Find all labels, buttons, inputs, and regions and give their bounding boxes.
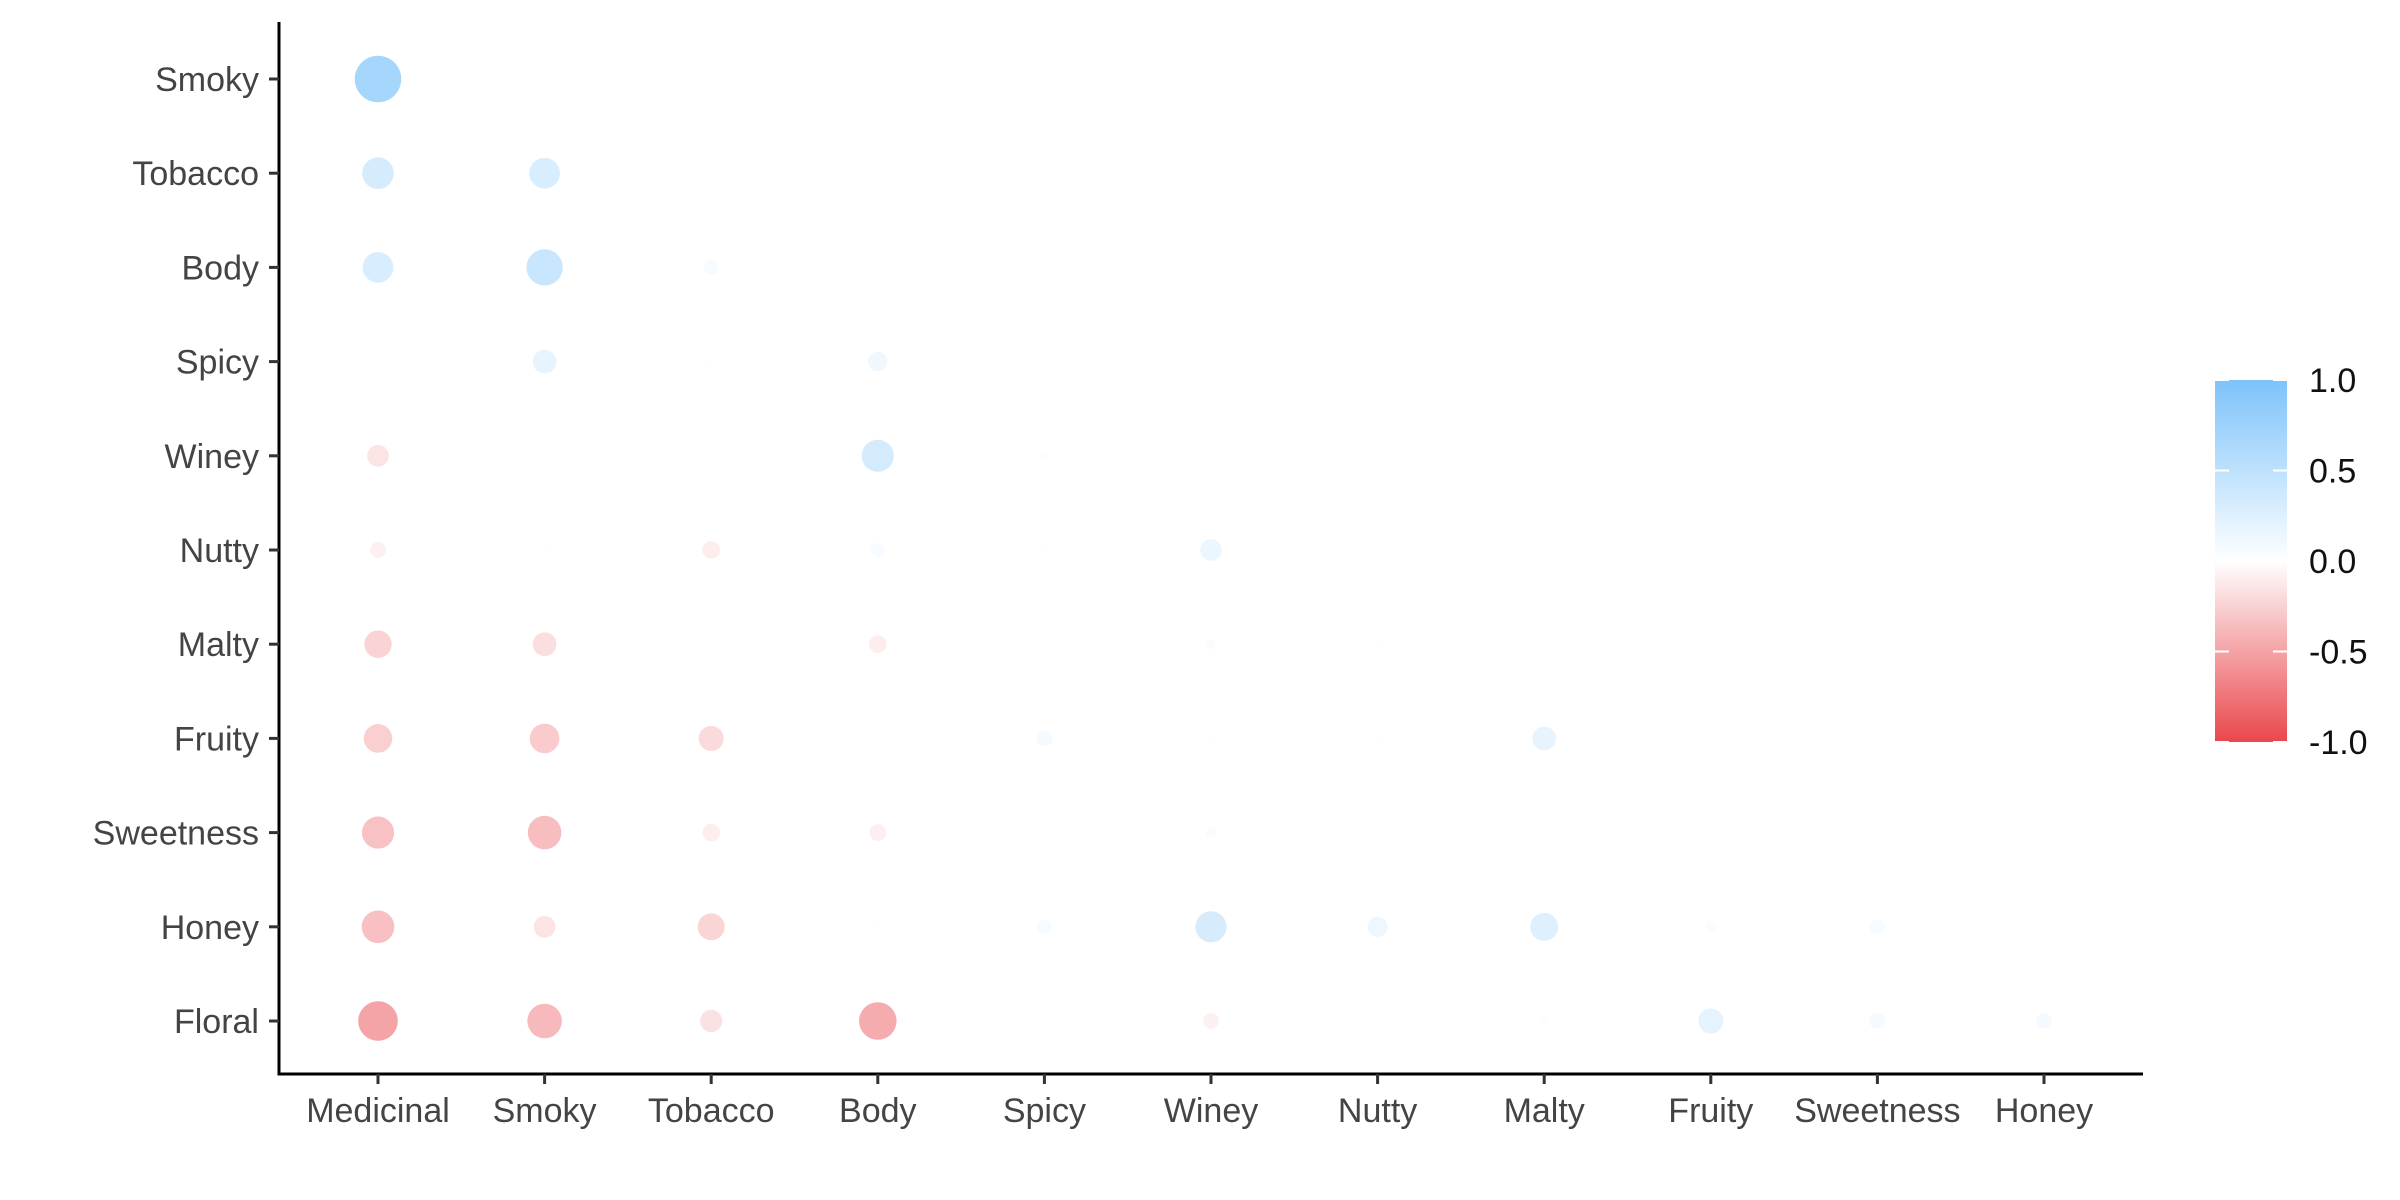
y-tick-label-spicy: Spicy [176, 344, 259, 382]
bubble-medicinal-nutty [370, 542, 386, 558]
y-tick-label-sweetness: Sweetness [93, 815, 259, 853]
bubble-smoky-nutty [541, 547, 548, 553]
bubble-smoky-honey [533, 915, 556, 938]
bubble-smoky-malty [532, 632, 557, 657]
y-tick-label-nutty: Nutty [180, 532, 259, 570]
y-tick-label-malty: Malty [178, 626, 259, 664]
bubble-nutty-fruity [1374, 735, 1381, 742]
bubble-sweetness-floral [1869, 1013, 1886, 1029]
legend-label: 0.5 [2309, 453, 2356, 491]
bubble-tobacco-honey [697, 913, 725, 941]
bubble-sweetness-honey [1869, 919, 1885, 935]
bubble-winey-honey [1195, 911, 1227, 943]
x-tick-label-body: Body [839, 1092, 917, 1130]
x-tick-label-smoky: Smoky [493, 1092, 597, 1130]
bubble-medicinal-tobacco [362, 157, 394, 190]
y-tick-label-tobacco: Tobacco [132, 155, 259, 193]
bubble-medicinal-malty [364, 630, 392, 658]
bubble-body-nutty [870, 543, 885, 557]
legend-label: 0.0 [2309, 543, 2356, 581]
bubble-malty-floral [1539, 1016, 1550, 1026]
y-tick-label-winey: Winey [165, 438, 259, 476]
color-legend: 1.0 0.5 0.0 -0.5 -1.0 [2215, 362, 2368, 762]
bubble-smoky-tobacco [529, 157, 560, 189]
legend-label: -1.0 [2309, 724, 2368, 762]
x-tick-label-spicy: Spicy [1003, 1092, 1086, 1130]
bubble-tobacco-floral [700, 1009, 723, 1033]
bubble-spicy-honey [1036, 919, 1052, 935]
bubble-winey-nutty [1200, 539, 1222, 561]
bubble-spicy-winey [1039, 450, 1050, 461]
legend-label: -0.5 [2309, 634, 2368, 672]
bubble-body-spicy [868, 351, 888, 372]
bubble-body-sweetness [869, 824, 887, 841]
bubble-tobacco-nutty [702, 541, 721, 559]
y-tick-label-smoky: Smoky [155, 61, 259, 99]
x-tick-label-fruity: Fruity [1668, 1092, 1753, 1130]
axes: Smoky Tobacco Body Spicy Winey Nutty Malty Frui… [93, 22, 2143, 1130]
bubble-medicinal-fruity [363, 724, 393, 753]
y-tick-label-honey: Honey [161, 909, 259, 947]
bubble-body-floral [859, 1002, 897, 1040]
bubble-nutty-honey [1367, 916, 1388, 937]
bubble-spicy-nutty [1041, 547, 1048, 553]
bubble-spicy-fruity [1036, 730, 1053, 747]
bubble-tobacco-spicy [707, 357, 716, 366]
bubble-medicinal-sweetness [361, 816, 395, 849]
bubble-fruity-honey [1705, 921, 1717, 933]
bubble-winey-sweetness [1206, 827, 1216, 838]
bubble-smoky-body [526, 249, 563, 286]
y-tick-label-body: Body [182, 249, 260, 287]
bubble-nutty-sweetness [1374, 829, 1381, 836]
bubble-nutty-malty [1374, 641, 1381, 647]
bubble-smoky-floral [527, 1003, 562, 1039]
y-tick-label-fruity: Fruity [174, 720, 259, 758]
bubble-medicinal-honey [361, 910, 395, 944]
bubble-smoky-sweetness [527, 815, 562, 850]
bubble-medicinal-smoky [354, 55, 402, 103]
x-tick-label-medicinal: Medicinal [306, 1092, 450, 1130]
y-tick-label-floral: Floral [174, 1003, 259, 1041]
bubble-medicinal-winey [367, 444, 389, 467]
bubble-tobacco-body [703, 259, 719, 275]
bubble-smoky-spicy [532, 349, 557, 374]
bubble-body-winey [861, 439, 894, 472]
bubble-tobacco-fruity [698, 725, 724, 751]
bubble-winey-malty [1206, 639, 1216, 650]
bubble-smoky-fruity [529, 723, 560, 754]
bubble-body-malty [868, 635, 887, 654]
bubble-smoky-winey [541, 453, 548, 459]
bubble-tobacco-sweetness [702, 823, 721, 842]
bubble-malty-honey [1530, 912, 1559, 941]
bubble-fruity-floral [1698, 1008, 1724, 1034]
bubble-winey-floral [1203, 1013, 1219, 1029]
x-tick-label-tobacco: Tobacco [648, 1092, 775, 1130]
x-tick-label-honey: Honey [1995, 1092, 2093, 1130]
bubble-winey-fruity [1208, 735, 1214, 742]
x-tick-label-nutty: Nutty [1338, 1092, 1417, 1130]
bubble-medicinal-floral [358, 1001, 398, 1041]
x-tick-label-malty: Malty [1504, 1092, 1585, 1130]
bubble-medicinal-body [362, 252, 394, 283]
bubble-honey-floral [2036, 1013, 2052, 1029]
bubble-body-honey [875, 924, 881, 930]
x-tick-label-sweetness: Sweetness [1794, 1092, 1960, 1130]
bubble-malty-fruity [1532, 726, 1557, 751]
x-tick-label-winey: Winey [1164, 1092, 1258, 1130]
legend-label: 1.0 [2309, 362, 2356, 400]
plot-area [354, 55, 2052, 1041]
